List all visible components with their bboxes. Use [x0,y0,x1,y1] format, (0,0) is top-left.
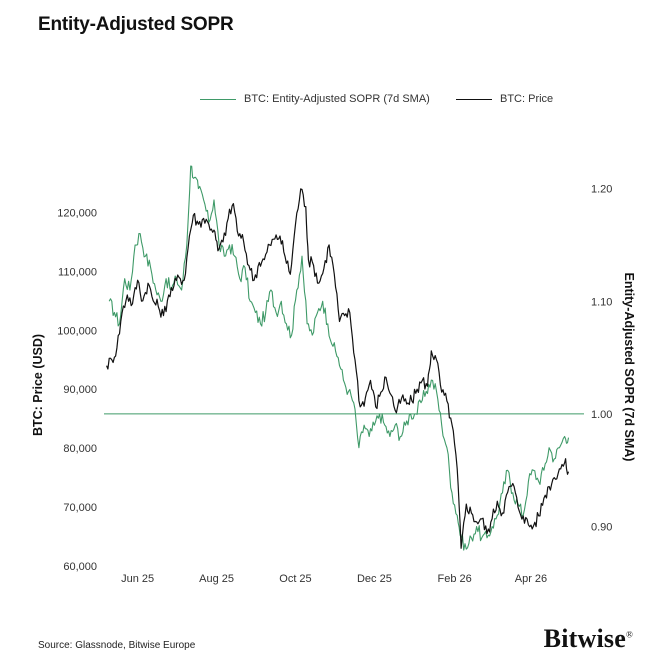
x-tick-label: Aug 25 [199,573,234,585]
y-left-tick-label: 90,000 [63,384,97,396]
y-left-tick-label: 80,000 [63,443,97,455]
y-left-tick-label: 70,000 [63,502,97,514]
series-line-price [106,188,570,549]
x-tick-label: Feb 26 [437,573,471,585]
y-left-tick-label: 110,000 [58,266,97,278]
y-left-tick-label: 120,000 [57,207,97,219]
x-tick-label: Dec 25 [357,573,392,585]
y-right-tick-label: 1.00 [591,409,612,421]
legend-swatch-price [456,98,492,100]
source-note: Source: Glassnode, Bitwise Europe [38,640,196,651]
y-left-tick-label: 100,000 [57,325,97,337]
x-axis-ticks: Jun 25 Aug 25 Oct 25 Dec 25 Feb 26 Apr 26 [121,573,547,585]
legend-label-price: BTC: Price [500,93,554,105]
y-right-tick-label: 1.10 [591,296,612,308]
series-line-sopr [108,165,570,551]
brand-name: Bitwise [543,624,626,653]
chart-title: Entity-Adjusted SOPR [38,14,234,35]
brand-logo: Bitwise® [544,624,633,654]
y-right-tick-label: 1.20 [591,184,612,196]
x-tick-label: Apr 26 [515,573,547,585]
y-left-tick-label: 60,000 [63,561,97,573]
brand-registered-mark: ® [625,629,633,640]
right-axis-ticks: 0.90 1.00 1.10 1.20 [591,184,612,534]
legend-swatch-sopr [200,98,236,100]
series-layer [106,165,570,551]
x-tick-label: Oct 25 [279,573,311,585]
legend-item-price: BTC: Price [456,93,553,105]
legend: BTC: Entity-Adjusted SOPR (7d SMA) BTC: … [0,93,671,111]
left-axis-ticks: 60,000 70,000 80,000 90,000 100,000 110,000 12… [57,207,97,573]
y-right-tick-label: 0.90 [591,522,612,534]
legend-item-sopr: BTC: Entity-Adjusted SOPR (7d SMA) [200,93,430,105]
legend-label-sopr: BTC: Entity-Adjusted SOPR (7d SMA) [244,93,430,105]
x-tick-label: Jun 25 [121,573,154,585]
